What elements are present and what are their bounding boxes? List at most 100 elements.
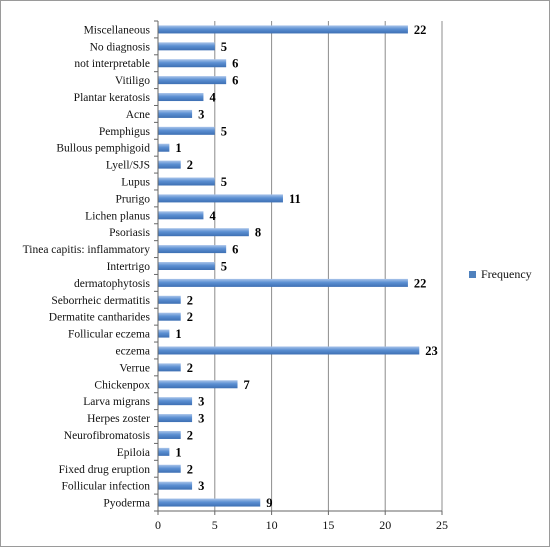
bar [158, 109, 193, 118]
category-label: eczema [116, 345, 150, 357]
category-label: Intertrigo [107, 261, 151, 273]
x-tick-label: 10 [266, 518, 278, 532]
data-label: 3 [198, 107, 204, 121]
category-label: Lyell/SJS [106, 160, 150, 172]
data-label: 5 [221, 124, 227, 138]
bar [158, 346, 420, 355]
bar [158, 42, 215, 51]
category-label: Herpes zoster [87, 413, 150, 425]
x-tick-label: 15 [322, 518, 334, 532]
bar [158, 414, 193, 423]
category-label: Dermatite cantharides [49, 312, 151, 324]
category-label: Follicular infection [62, 481, 151, 493]
data-label: 5 [221, 260, 227, 274]
category-label: Epiloia [117, 447, 150, 459]
bar [158, 464, 181, 473]
category-label: Lupus [121, 177, 150, 189]
data-label: 9 [266, 496, 272, 510]
data-label: 4 [209, 91, 216, 105]
bar [158, 177, 215, 186]
data-label: 2 [187, 158, 193, 172]
bar [158, 278, 408, 287]
data-label: 8 [255, 226, 261, 240]
data-label: 1 [175, 141, 181, 155]
category-label: Fixed drug eruption [59, 464, 151, 476]
x-tick-label: 5 [212, 518, 218, 532]
gridlines [214, 21, 443, 511]
legend-label: Frequency [481, 267, 532, 281]
category-label: Miscellaneous [84, 24, 151, 36]
data-label: 1 [175, 327, 181, 341]
category-label: Plantar keratosis [74, 92, 151, 104]
bar [158, 126, 215, 135]
bar [158, 160, 181, 169]
category-label: dermatophytosis [74, 278, 151, 290]
category-label: Acne [126, 109, 150, 121]
category-label: Vitiligo [115, 75, 150, 87]
bar [158, 430, 181, 439]
data-label: 2 [187, 310, 193, 324]
data-label: 11 [289, 192, 301, 206]
bar [158, 380, 238, 389]
bar [158, 262, 215, 270]
bar [158, 245, 227, 254]
bars [158, 25, 420, 507]
bar [158, 211, 204, 220]
category-label: Follicular eczema [68, 329, 150, 341]
bar [158, 59, 227, 68]
bar [158, 143, 170, 152]
bar [158, 312, 181, 321]
data-label: 6 [232, 243, 238, 257]
bar [158, 481, 193, 490]
x-tick-label: 20 [379, 518, 391, 532]
data-label: 3 [198, 395, 204, 409]
category-label: Tinea capitis: inflammatory [23, 244, 151, 256]
bar [158, 498, 261, 507]
data-label: 2 [187, 293, 193, 307]
data-label: 2 [187, 361, 193, 375]
category-label: Pyoderma [103, 498, 150, 510]
bar [158, 397, 193, 406]
bar [158, 295, 181, 304]
legend-swatch [469, 271, 476, 278]
category-label: No diagnosis [90, 41, 151, 53]
category-label: Lichen planus [85, 210, 150, 222]
category-label: Verrue [119, 362, 150, 374]
data-label: 6 [232, 57, 238, 71]
category-label: Bullous pemphigoid [56, 143, 150, 155]
bar [158, 228, 249, 237]
data-label: 7 [244, 378, 250, 392]
bar [158, 329, 170, 338]
legend: Frequency [469, 267, 532, 282]
category-label: Chickenpox [94, 379, 150, 391]
category-label: Larva migrans [83, 396, 150, 408]
bar [158, 93, 204, 102]
category-label: Neurofibromatosis [64, 430, 151, 442]
data-label: 3 [198, 412, 204, 426]
bar [158, 25, 408, 34]
data-label: 5 [221, 40, 227, 54]
x-tick-label: 25 [436, 518, 448, 532]
category-label: Psoriasis [109, 227, 150, 239]
category-label: Prurigo [116, 193, 151, 205]
data-label: 23 [425, 344, 438, 358]
bar [158, 76, 227, 85]
category-label: Pemphigus [99, 126, 151, 138]
data-label: 2 [187, 462, 193, 476]
bar [158, 363, 181, 372]
category-label: Seborrheic dermatitis [51, 295, 150, 307]
data-label: 4 [209, 209, 216, 223]
bar [158, 194, 283, 203]
bar [158, 447, 170, 456]
x-tick-label: 0 [155, 518, 161, 532]
data-label: 5 [221, 175, 227, 189]
category-label: not interpretable [74, 58, 150, 70]
data-label: 6 [232, 74, 238, 88]
data-label: 22 [414, 23, 427, 37]
data-label: 2 [187, 428, 193, 442]
data-label: 3 [198, 479, 204, 493]
data-label: 22 [414, 276, 427, 290]
